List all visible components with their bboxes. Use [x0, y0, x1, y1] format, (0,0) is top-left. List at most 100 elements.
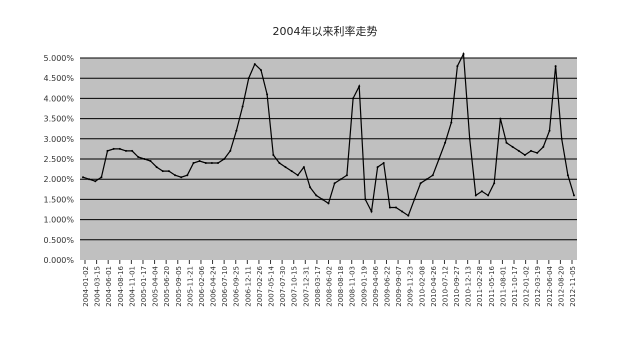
- series-layer: [82, 51, 575, 217]
- data-point: [444, 141, 447, 144]
- x-tick-label: 2011-05-16: [488, 265, 496, 306]
- data-point: [229, 149, 232, 152]
- data-point: [112, 147, 115, 150]
- data-point: [302, 166, 305, 169]
- data-point: [309, 186, 312, 189]
- x-tick-label: 2005-09-05: [175, 266, 183, 307]
- data-point: [180, 176, 183, 179]
- data-point: [566, 174, 569, 177]
- y-tick-label: 1.000%: [43, 216, 74, 225]
- data-point: [462, 53, 465, 55]
- data-point: [480, 190, 483, 193]
- data-point: [530, 149, 532, 152]
- x-tick-label: 2010-04-26: [430, 265, 438, 306]
- x-tick-label: 2005-01-17: [140, 266, 148, 307]
- x-tick-label: 2007-07-30: [279, 266, 287, 307]
- data-point: [536, 151, 539, 154]
- x-tick-label: 2006-04-24: [210, 265, 218, 306]
- data-point: [456, 65, 459, 68]
- data-point: [401, 210, 404, 213]
- data-point: [523, 154, 526, 156]
- data-point: [266, 93, 269, 96]
- data-point: [278, 162, 281, 164]
- data-point: [499, 117, 502, 120]
- data-point: [517, 149, 520, 152]
- data-point: [260, 69, 262, 72]
- x-tick-label: 2010-07-12: [441, 266, 449, 307]
- data-point: [290, 170, 293, 173]
- data-point: [339, 178, 342, 181]
- x-tick-label: 2006-09-25: [233, 266, 241, 307]
- x-tick-label: 2008-03-17: [314, 266, 322, 307]
- x-tick-label: 2007-02-26: [256, 265, 264, 306]
- data-point: [450, 121, 453, 124]
- data-point: [370, 210, 373, 213]
- data-point: [186, 174, 189, 177]
- data-point: [106, 149, 109, 152]
- data-point: [548, 129, 551, 132]
- data-point: [100, 176, 103, 179]
- data-point: [388, 206, 391, 209]
- data-point: [284, 166, 287, 169]
- data-point: [431, 174, 434, 177]
- x-tick-label: 2012-01-02: [523, 266, 531, 307]
- y-axis-ticks: 0.000% 0.500% 1.000% 1.500% 2.000% 2.500% 3.00…: [43, 54, 74, 265]
- data-point: [223, 158, 226, 160]
- x-tick-label: 2004-06-01: [105, 266, 113, 307]
- data-point: [573, 194, 575, 197]
- x-tick-label: 2004-08-16: [117, 265, 125, 306]
- x-tick-label: 2010-12-13: [465, 266, 473, 307]
- x-tick-label: 2007-10-15: [291, 266, 299, 307]
- data-point: [413, 198, 416, 201]
- data-point: [321, 198, 324, 201]
- x-axis-ticks: 2004-01-02 2004-03-15 2004-06-01 2004-08-16…: [82, 260, 577, 307]
- y-tick-label: 4.000%: [43, 94, 74, 103]
- chart-title: 2004年以来利率走势: [273, 24, 378, 38]
- data-point: [345, 174, 348, 177]
- x-tick-label: 2009-01-19: [360, 266, 368, 307]
- data-point: [192, 162, 195, 164]
- x-tick-label: 2004-11-01: [128, 266, 136, 307]
- data-point: [149, 160, 152, 162]
- x-tick-label: 2011-02-28: [476, 266, 484, 307]
- data-point: [131, 149, 134, 152]
- x-tick-label: 2009-06-22: [383, 266, 391, 307]
- x-tick-label: 2009-04-06: [372, 265, 380, 306]
- x-tick-label: 2012-08-20: [557, 266, 565, 307]
- data-point: [425, 178, 428, 181]
- x-tick-label: 2010-02-08: [418, 266, 426, 307]
- data-point: [511, 145, 514, 148]
- data-point: [82, 176, 84, 179]
- data-point: [247, 77, 250, 80]
- data-point: [253, 63, 256, 66]
- x-tick-label: 2012-03-19: [534, 266, 542, 307]
- x-tick-label: 2005-04-04: [152, 265, 160, 306]
- data-point: [493, 182, 496, 185]
- y-tick-label: 2.000%: [43, 175, 74, 184]
- x-tick-label: 2006-12-11: [244, 266, 252, 307]
- x-tick-label: 2012-11-05: [569, 266, 577, 307]
- x-tick-label: 2005-06-20: [163, 266, 171, 307]
- data-point: [204, 162, 207, 164]
- data-point: [376, 166, 379, 169]
- x-tick-label: 2010-09-27: [453, 266, 461, 307]
- data-point: [88, 178, 91, 181]
- data-point: [235, 129, 238, 132]
- x-tick-label: 2011-08-01: [499, 266, 507, 307]
- x-tick-label: 2007-05-14: [268, 265, 276, 306]
- x-tick-label: 2008-08-18: [337, 266, 345, 307]
- data-point: [272, 154, 275, 156]
- data-point: [118, 147, 121, 150]
- x-tick-label: 2011-10-17: [511, 266, 519, 307]
- data-point: [395, 206, 397, 209]
- x-tick-label: 2012-06-04: [546, 265, 554, 306]
- y-tick-label: 4.500%: [43, 74, 74, 83]
- y-tick-label: 0.500%: [43, 236, 74, 245]
- data-point: [542, 145, 545, 148]
- y-tick-label: 2.500%: [43, 155, 74, 164]
- data-point: [554, 65, 557, 68]
- x-tick-label: 2004-03-15: [94, 266, 102, 307]
- x-tick-label: 2004-01-02: [82, 266, 90, 307]
- data-point: [438, 158, 440, 160]
